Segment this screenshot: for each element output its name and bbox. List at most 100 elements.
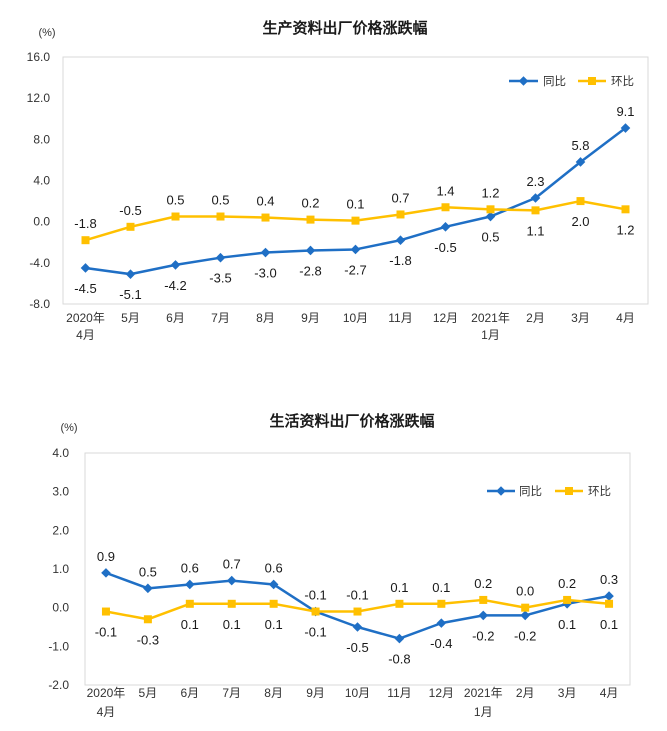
yoy-data-labels: -4.5 -5.1 -4.2 -3.5 -3.0 -2.8 -2.7 -1.8 -0.5 0.5 2… [74,104,634,302]
y-tick-label: 2.0 [52,523,69,537]
yoy-data-label: -0.5 [346,640,368,655]
mom-data-point [395,599,404,608]
x-tick-label: 3月 [571,311,590,325]
mom-data-point [269,599,278,608]
x-tick-label: 9月 [301,311,320,325]
mom-data-label: -0.1 [346,588,368,603]
x-tick-label-line: 11月 [387,686,411,700]
yoy-data-label: -3.0 [254,266,276,281]
mom-data-point [396,210,405,219]
y-tick-label: -1.0 [48,639,69,653]
mom-data-point [531,206,540,215]
yoy-data-label: 0.9 [97,549,115,564]
x-tick-label-line: 11月 [388,311,412,325]
yoy-data-label: -1.8 [389,253,411,268]
y-axis: 4.0 3.0 2.0 1.0 0.0 -1.0 -2.0 [48,446,69,692]
y-tick-label: 4.0 [33,174,50,188]
mom-data-label: 0.4 [256,194,274,209]
mom-data-labels: -1.8 -0.5 0.5 0.5 0.4 0.2 0.1 0.7 1.4 1.2 1.1 2.0 1.… [74,183,634,238]
x-tick-label: 6月 [166,311,185,325]
yoy-data-label: 0.3 [600,572,618,587]
x-tick-label-line: 12月 [433,311,458,325]
legend: 同比 环比 [487,485,611,498]
y-tick-label: -8.0 [29,297,50,311]
x-tick-label-line: 6月 [180,686,199,700]
legend-label: 同比 [543,75,566,88]
x-tick-label-line: 2月 [516,686,535,700]
x-tick-label: 7月 [222,686,241,700]
x-tick-label-line: 9月 [301,311,320,325]
mom-data-label: 1.1 [526,223,544,238]
yoy-data-point [305,245,316,256]
mom-data-point [521,603,530,612]
mom-series [81,197,630,245]
yoy-data-label: 0.6 [181,560,199,575]
yoy-series [80,123,631,279]
y-tick-label: 16.0 [27,50,51,64]
chart-title: 生产资料出厂价格涨跌幅 [262,19,427,37]
chart-2: 生活资料出厂价格涨跌幅 (%) 4.0 3.0 2.0 1.0 0.0 -1.0 -2.0 202… [48,412,631,719]
yoy-data-point [143,583,153,594]
mom-data-label: 0.1 [346,197,364,212]
x-tick-label: 2020年 4月 [87,686,126,719]
y-tick-label: 8.0 [33,132,50,146]
x-tick-label: 9月 [306,686,325,700]
x-tick-label: 2月 [526,311,545,325]
mom-data-label: 0.1 [390,580,408,595]
x-tick-label: 6月 [180,686,199,700]
mom-data-label: 0.2 [301,196,319,211]
x-tick-label-line: 12月 [429,686,454,700]
legend-swatch-marker [565,487,573,495]
legend-label: 环比 [611,75,634,88]
x-tick-label-line: 2020年 [87,686,126,700]
legend-swatch-marker [518,76,529,86]
yoy-data-point [350,244,361,255]
x-tick-label: 10月 [345,686,370,700]
yoy-data-point [268,579,279,590]
mom-data-point [171,212,180,221]
mom-data-label: 1.4 [436,183,454,198]
y-tick-label: -2.0 [48,678,69,692]
yoy-data-label: -0.2 [514,628,536,643]
yoy-data-labels: 0.9 0.5 0.6 0.7 0.6 -0.1 -0.5 -0.8 -0.4 -0.2 -0.2 0… [97,549,618,667]
chart-1: 生产资料出厂价格涨跌幅 (%) 16.0 12.0 8.0 4.0 0.0 -4.0 -8.0 2… [27,19,649,342]
mom-data-label: -0.1 [95,625,117,640]
legend-item-yoy: 同比 [509,75,566,88]
x-tick-label-line: 3月 [558,686,577,700]
x-axis: 2020年 4月 5月 6月 7月 8月 9月 10月 11月 12月 2021年 1月 2月 3月 4月 [66,311,635,342]
mom-data-label: 2.0 [571,214,589,229]
y-tick-label: 12.0 [27,91,51,105]
x-tick-label: 4月 [600,686,619,700]
yoy-data-label: -4.2 [164,278,186,293]
yoy-data-label: -0.5 [434,240,456,255]
yoy-data-label: -0.2 [472,628,494,643]
x-tick-label: 3月 [558,686,577,700]
mom-data-point [216,212,225,221]
y-tick-label: 3.0 [52,485,69,499]
x-tick-label-line: 4月 [600,686,619,700]
mom-data-label: 0.1 [432,580,450,595]
mom-data-point [479,595,488,604]
x-tick-label: 11月 [388,311,412,325]
x-tick-label: 4月 [616,311,635,325]
x-tick-label-line: 5月 [121,311,140,325]
y-axis: 16.0 12.0 8.0 4.0 0.0 -4.0 -8.0 [27,50,51,311]
x-tick-label-line: 8月 [256,311,275,325]
mom-data-label: -0.3 [137,632,159,647]
mom-data-label: -1.8 [74,216,96,231]
mom-data-label: 0.5 [211,193,229,208]
mom-data-label: 0.2 [474,576,492,591]
yoy-data-label: 9.1 [616,104,634,119]
yoy-data-label: -3.5 [209,271,231,286]
x-tick-label-line: 8月 [264,686,283,700]
x-tick-label-line: 2021年 [464,686,503,700]
yoy-data-label: 0.7 [223,557,241,572]
yoy-data-point [478,610,489,621]
mom-data-point [441,203,450,212]
x-tick-label-line: 7月 [222,686,241,700]
x-tick-label: 10月 [343,311,368,325]
legend-swatch-marker [588,77,596,85]
x-tick-label: 2月 [516,686,535,700]
x-tick-label: 12月 [433,311,458,325]
